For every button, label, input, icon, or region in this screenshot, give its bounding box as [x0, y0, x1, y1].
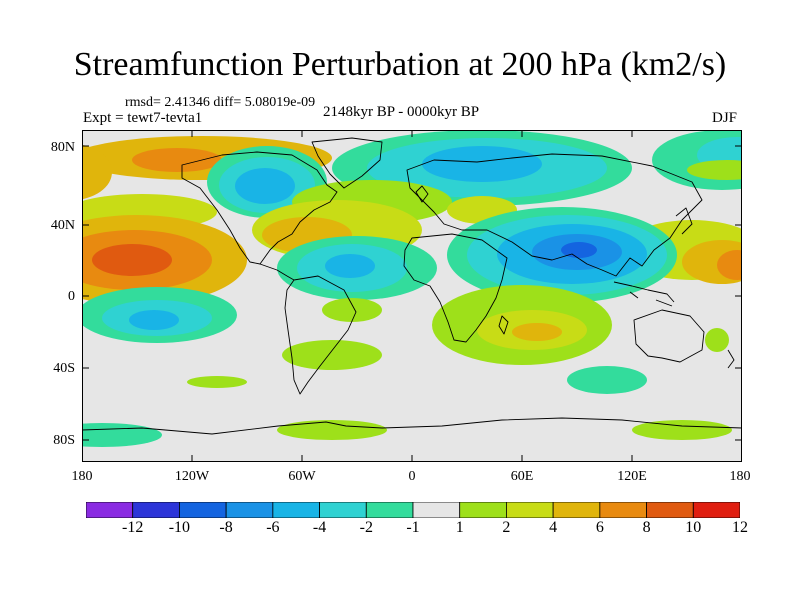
- stats-line: rmsd= 2.41346 diff= 5.08019e-09: [125, 95, 316, 110]
- period-label: 2148kyr BP - 0000kyr BP: [323, 104, 480, 120]
- maritime-asia-coast: [613, 281, 675, 307]
- colorbar-swatch: [552, 502, 601, 518]
- contour-map: [82, 130, 742, 462]
- colorbar-label: -2: [359, 519, 373, 536]
- contour-positive: [512, 323, 562, 341]
- contour-positive: [187, 376, 247, 388]
- colorbar-swatch: [132, 502, 180, 518]
- lon-label: 0: [408, 469, 416, 484]
- contour-positive: [322, 298, 382, 322]
- lon-label: 60W: [288, 469, 316, 484]
- colorbar-swatch: [86, 502, 134, 518]
- africa-coast: [403, 233, 508, 343]
- contour-positive: [282, 340, 382, 370]
- colorbar-swatch: [506, 502, 554, 518]
- colorbar-label: 6: [595, 519, 604, 536]
- central-america-coast: [259, 263, 295, 281]
- colorbar-label: 2: [502, 519, 511, 536]
- colorbar-label: -12: [122, 519, 144, 536]
- lat-label: 40S: [53, 361, 75, 376]
- lat-label: 80S: [53, 433, 75, 448]
- contour-negative: [325, 254, 375, 278]
- lon-label: 120E: [617, 469, 647, 484]
- contour-positive: [277, 420, 387, 440]
- contour-negative: [422, 146, 542, 182]
- contour-negative: [129, 310, 179, 330]
- contour-negative: [561, 242, 597, 258]
- chart-title: Streamfunction Perturbation at 200 hPa (…: [73, 46, 727, 83]
- colorbar-swatch: [179, 502, 227, 518]
- uk-coast: [415, 185, 429, 203]
- contour-fields: [82, 130, 742, 447]
- lon-label: 180: [71, 469, 93, 484]
- experiment-label: Expt = tewt7-tevta1: [83, 110, 203, 126]
- contour-positive: [705, 328, 729, 352]
- colorbar-swatch: [459, 502, 507, 518]
- lat-label: 0: [68, 289, 75, 304]
- colorbar-swatch: [272, 502, 320, 518]
- lon-label: 120W: [174, 469, 210, 484]
- australia-coast: [633, 309, 705, 363]
- colorbar-label: -8: [219, 519, 233, 536]
- antarctica-coast: [82, 417, 742, 435]
- map-frame: [82, 130, 742, 462]
- contour-positive: [132, 148, 222, 172]
- colorbar-swatch: [692, 502, 740, 518]
- colorbar-label: -6: [266, 519, 280, 536]
- colorbar-swatch: [599, 502, 647, 518]
- colorbar-label: 10: [685, 519, 702, 536]
- season-label: DJF: [712, 110, 738, 126]
- colorbar-swatch: [412, 502, 461, 518]
- coastlines: [82, 137, 742, 435]
- colorbar-label: 8: [642, 519, 651, 536]
- colorbar-swatch: [225, 502, 274, 518]
- south-america-coast: [284, 275, 357, 395]
- contour-negative: [567, 366, 647, 394]
- colorbar-label: -10: [168, 519, 191, 536]
- colorbar-label: 4: [549, 519, 558, 536]
- lon-label: 180: [729, 469, 751, 484]
- axis-ticks: [82, 130, 742, 462]
- colorbar-swatch: [365, 502, 414, 518]
- greenland-coast: [311, 137, 383, 189]
- contour-positive: [717, 250, 742, 280]
- japan-coast: [675, 207, 693, 235]
- contour-positive: [687, 160, 742, 180]
- contour-negative: [235, 168, 295, 204]
- lat-label: 40N: [50, 218, 75, 233]
- colorbar-swatch: [646, 502, 694, 518]
- colorbar: [86, 502, 740, 518]
- colorbar-label: -1: [406, 519, 420, 536]
- colorbar-label: -4: [312, 519, 327, 536]
- lat-label: 80N: [50, 140, 75, 155]
- madagascar-coast: [498, 315, 509, 335]
- colorbar-label: 1: [455, 519, 464, 536]
- lon-label: 60E: [510, 469, 534, 484]
- north-america-coast: [181, 151, 338, 265]
- europe-asia-coast: [406, 153, 703, 277]
- contour-positive: [632, 420, 732, 440]
- colorbar-swatch: [319, 502, 367, 518]
- contour-positive: [92, 244, 172, 276]
- contour-positive: [82, 144, 112, 200]
- new-zealand-coast: [727, 349, 735, 369]
- colorbar-label: 12: [732, 519, 748, 536]
